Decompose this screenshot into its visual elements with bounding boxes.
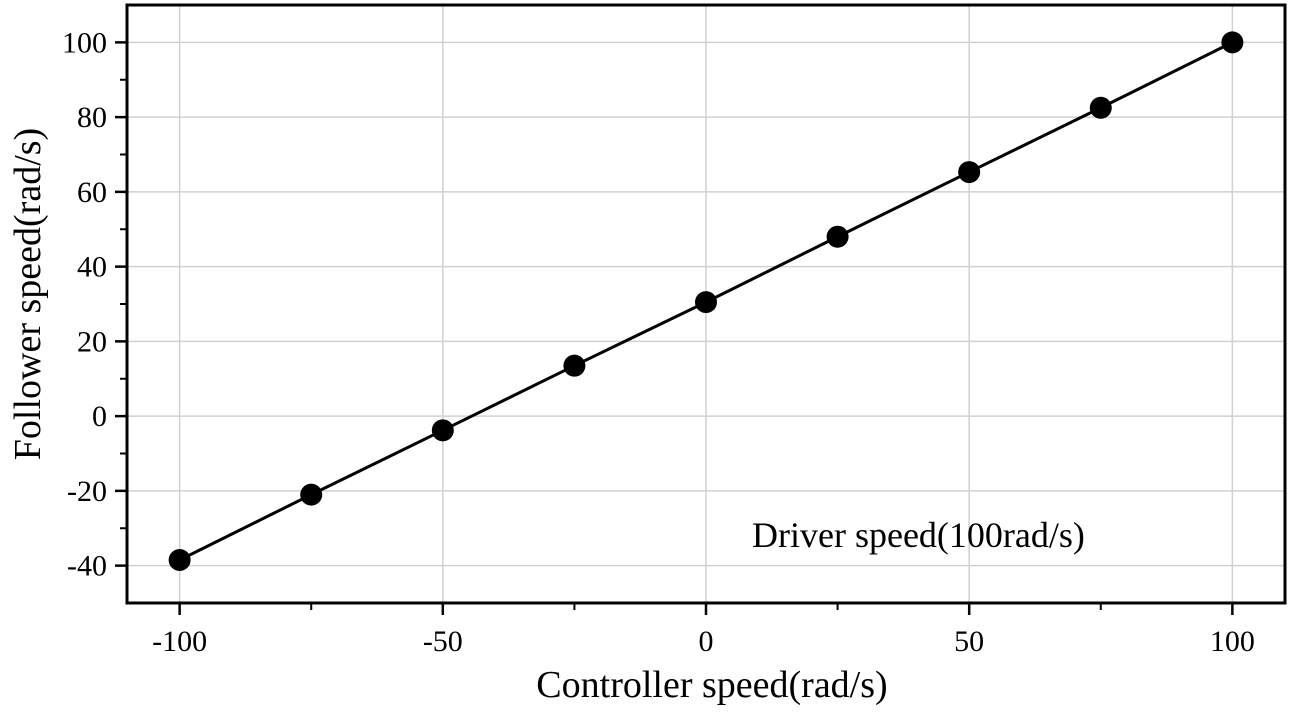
x-tick-label: 0: [699, 625, 714, 658]
data-series: [168, 31, 1244, 572]
x-tick-label: -100: [152, 625, 207, 658]
tick-labels: -100 -50 0 50 100 -40 -20 0 20 40 60 80 100: [62, 26, 1255, 658]
y-tick-label: 60: [77, 176, 107, 209]
data-point: [431, 419, 454, 442]
y-tick-label: -20: [67, 475, 107, 508]
data-point: [1089, 96, 1112, 119]
x-tick-label: -50: [423, 625, 463, 658]
data-point: [300, 483, 323, 506]
y-tick-label: 80: [77, 101, 107, 134]
data-point: [958, 161, 981, 184]
axis-ticks: [115, 41, 1234, 615]
y-tick-label: 20: [77, 325, 107, 358]
data-point: [563, 354, 586, 377]
annotation-driver-speed: Driver speed(100rad/s): [752, 515, 1085, 555]
y-axis-label: Follower speed(rad/s): [7, 128, 49, 460]
x-tick-label: 100: [1210, 625, 1255, 658]
data-point: [826, 225, 849, 248]
y-tick-label: 100: [62, 26, 107, 59]
y-tick-label: -40: [67, 550, 107, 583]
y-tick-label: 40: [77, 251, 107, 284]
x-tick-label: 50: [954, 625, 984, 658]
y-tick-label: 0: [92, 400, 107, 433]
x-axis-label: Controller speed(rad/s): [536, 664, 887, 706]
data-point: [1221, 31, 1244, 54]
grid-lines: [127, 5, 1285, 603]
data-point: [695, 291, 717, 314]
data-point: [168, 549, 191, 572]
